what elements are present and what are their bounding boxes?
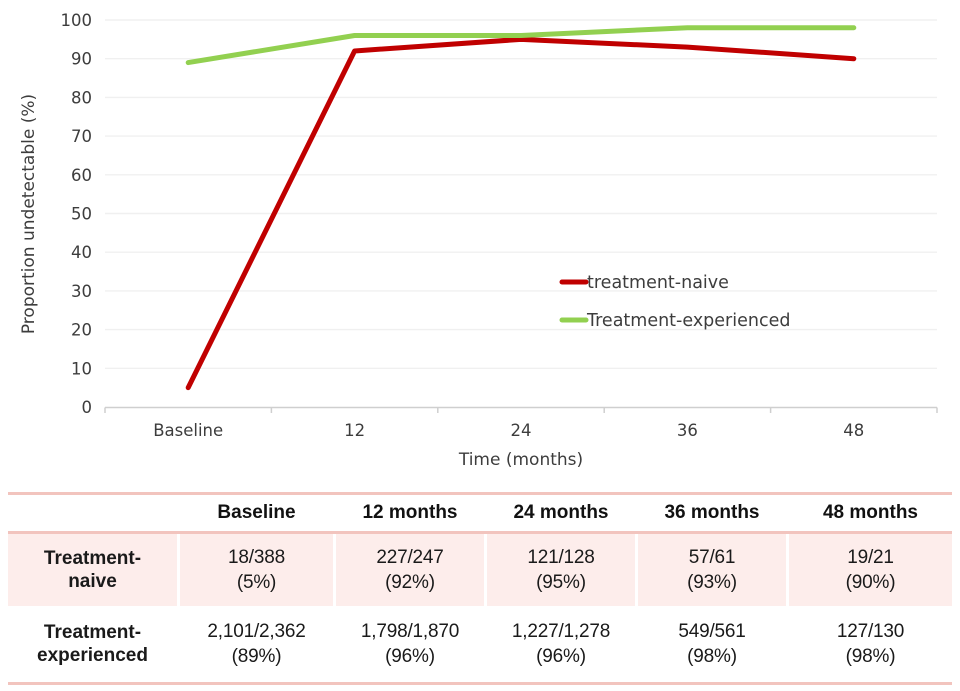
cell-percent: (96%) bbox=[385, 646, 435, 667]
series-line-Treatment-experienced bbox=[185, 25, 857, 66]
y-tick-label: 50 bbox=[71, 205, 92, 224]
cell-percent: (95%) bbox=[536, 572, 586, 593]
y-tick-label: 20 bbox=[71, 321, 92, 340]
table-cell: 18/388 (5%) bbox=[180, 534, 333, 606]
y-axis-title: Proportion undetectable (%) bbox=[19, 94, 39, 334]
row-header-line: experienced bbox=[37, 645, 148, 666]
cell-count: 18/388 bbox=[228, 547, 285, 568]
table-cell: 121/128 (95%) bbox=[487, 534, 635, 606]
cell-count: 121/128 bbox=[527, 547, 595, 568]
column-header: 48 months bbox=[822, 502, 919, 523]
row-header-line: Treatment- bbox=[43, 622, 142, 643]
cell-percent: (89%) bbox=[231, 646, 282, 667]
table-cell: 57/61 (93%) bbox=[638, 534, 786, 606]
y-tick-label: 40 bbox=[71, 243, 92, 262]
line-chart: 0 10 20 30 40 50 60 70 80 90 100 Baseline 12 24 36 48 Ti… bbox=[19, 11, 938, 470]
column-header: 24 months bbox=[513, 502, 609, 523]
x-tick-label: 48 bbox=[843, 421, 864, 440]
table-top-border bbox=[8, 492, 952, 495]
x-tick-label: Baseline bbox=[153, 421, 223, 440]
y-tick-label: 90 bbox=[71, 50, 92, 69]
cell-percent: (96%) bbox=[536, 646, 586, 667]
legend-label: treatment-naive bbox=[587, 273, 729, 293]
column-header: 12 months bbox=[362, 502, 458, 523]
y-tick-label: 0 bbox=[82, 398, 93, 417]
y-tick-label: 70 bbox=[71, 127, 92, 146]
y-tick-label: 80 bbox=[71, 88, 92, 107]
y-tick-label: 100 bbox=[61, 11, 93, 30]
cell-count: 57/61 bbox=[688, 547, 736, 568]
table-cell: 1,227/1,278 (96%) bbox=[487, 606, 635, 682]
table-cell: 227/247 (92%) bbox=[336, 534, 484, 606]
table-cell: 549/561 (98%) bbox=[638, 606, 786, 682]
cell-percent: (98%) bbox=[687, 646, 737, 667]
table-header-border bbox=[8, 531, 952, 534]
cell-count: 549/561 bbox=[678, 621, 746, 642]
table-bottom-border bbox=[8, 682, 952, 685]
summary-table: Baseline 12 months 24 months 36 months 4… bbox=[8, 492, 952, 685]
table-cell: 127/130 (98%) bbox=[789, 606, 952, 682]
cell-percent: (98%) bbox=[845, 646, 896, 667]
column-header: Baseline bbox=[217, 502, 296, 523]
cell-percent: (90%) bbox=[845, 572, 896, 593]
row-header-line: Treatment- bbox=[43, 548, 142, 569]
cell-percent: (93%) bbox=[687, 572, 737, 593]
x-tick-label: 36 bbox=[677, 421, 698, 440]
table-header-row: Baseline 12 months 24 months 36 months 4… bbox=[8, 495, 952, 531]
corner-cell bbox=[8, 495, 177, 531]
table-cell: 1,798/1,870 (96%) bbox=[336, 606, 484, 682]
table-cell: 19/21 (90%) bbox=[789, 534, 952, 606]
y-tick-label: 60 bbox=[71, 166, 92, 185]
row-header-line: naive bbox=[68, 571, 117, 592]
row-header: Treatment- experienced bbox=[8, 606, 177, 682]
x-axis-title: Time (months) bbox=[458, 450, 583, 470]
cell-count: 1,227/1,278 bbox=[511, 621, 611, 642]
table-row: Treatment- experienced 2,101/2,362 (89%)… bbox=[8, 606, 952, 682]
cell-count: 227/247 bbox=[376, 547, 444, 568]
cell-count: 1,798/1,870 bbox=[360, 621, 460, 642]
row-header: Treatment- naive bbox=[8, 534, 177, 606]
table-cell: 2,101/2,362 (89%) bbox=[180, 606, 333, 682]
cell-count: 2,101/2,362 bbox=[207, 621, 306, 642]
y-tick-label: 10 bbox=[71, 359, 92, 378]
y-tick-label: 30 bbox=[71, 282, 92, 301]
x-tick-label: 24 bbox=[511, 421, 532, 440]
column-header: 36 months bbox=[664, 502, 760, 523]
series-line-treatment-naive bbox=[185, 36, 857, 391]
legend-label: Treatment-experienced bbox=[586, 311, 790, 331]
table-row: Treatment- naive 18/388 (5%) 227/247 (92… bbox=[8, 534, 952, 606]
cell-percent: (5%) bbox=[236, 572, 277, 593]
cell-percent: (92%) bbox=[385, 572, 435, 593]
cell-count: 19/21 bbox=[847, 547, 894, 568]
cell-count: 127/130 bbox=[836, 621, 905, 642]
x-tick-label: 12 bbox=[344, 421, 365, 440]
